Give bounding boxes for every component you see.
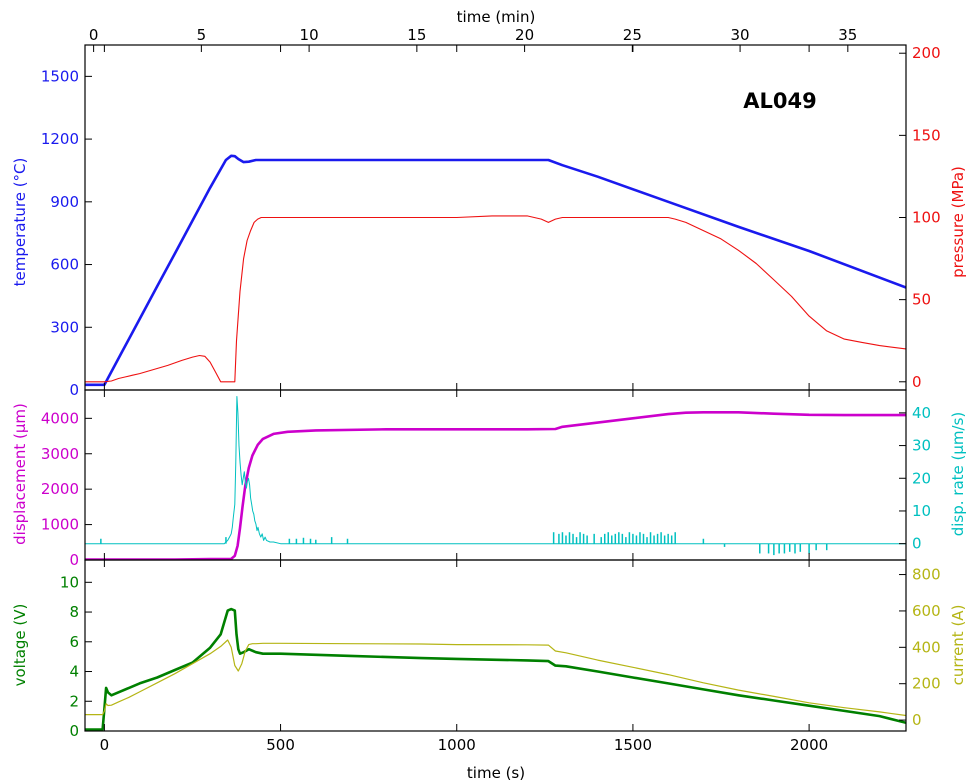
disp-rate-m-s-tick-label-0: 0 [912,535,922,553]
voltage-v-tick-label-2: 2 [69,692,79,710]
time-s-tick-label-0: 0 [100,736,110,754]
temperature-c-tick-label-1500: 1500 [41,67,79,85]
time-min-tick-label-0: 0 [89,26,99,44]
voltage-v-tick-label-6: 6 [69,633,79,651]
temperature-pressure-series-0-line [85,154,906,387]
time-s-tick-label-1000: 1000 [438,736,476,754]
voltage-current-panel-frame [84,559,907,732]
temperature-c-tick-label-600: 600 [50,256,79,274]
temperature-c-tick-label-0: 0 [69,381,79,399]
pressure-mpa-tick-label-100: 100 [912,209,941,227]
displacement-rate-series-0-line [85,410,906,560]
voltage-v-tick-label-4: 4 [69,663,79,681]
temperature-pressure-series-1-line [85,215,906,383]
pressure-mpa-tick-label-150: 150 [912,126,941,144]
displacement-m-tick-label-1000: 1000 [41,516,79,534]
time-min-tick-label-5: 5 [197,26,207,44]
time-s-tick-label-1500: 1500 [614,736,652,754]
time-min-tick-label-25: 25 [623,26,642,44]
temperature-c-tick-label-300: 300 [50,318,79,336]
temperature-axis-title: temperature (°C) [11,158,29,287]
displacement-axis-title: displacement (μm) [11,403,29,545]
chart-id-label: AL049 [743,89,816,113]
current-a-tick-label-200: 200 [912,675,941,693]
pressure-axis-title: pressure (MPa) [949,166,967,278]
disp-rate-m-s-tick-label-30: 30 [912,437,931,455]
voltage-current-series-1-line [85,639,906,717]
disp-rate-m-s-tick-label-20: 20 [912,469,931,487]
voltage-v-tick-label-8: 8 [69,603,79,621]
voltage-axis-title: voltage (V) [11,604,29,687]
time-min-tick-label-15: 15 [407,26,426,44]
current-a-tick-label-400: 400 [912,638,941,656]
pressure-mpa-tick-label-200: 200 [912,44,941,62]
current-a-tick-label-0: 0 [912,711,922,729]
plot-layer: 0300600900120015000501001502000100020003… [41,26,941,754]
time-min-tick-label-35: 35 [838,26,857,44]
pressure-mpa-tick-label-0: 0 [912,373,922,391]
voltage-v-tick-label-0: 0 [69,722,79,740]
time-s-tick-label-500: 500 [266,736,295,754]
displacement-rate-series-1-line [85,396,906,545]
temperature-c-tick-label-1200: 1200 [41,130,79,148]
temperature-c-tick-label-900: 900 [50,193,79,211]
current-a-tick-label-600: 600 [912,602,941,620]
voltage-v-tick-label-10: 10 [60,573,79,591]
displacement-m-tick-label-3000: 3000 [41,445,79,463]
time-min-tick-label-10: 10 [300,26,319,44]
time-min-tick-label-20: 20 [515,26,534,44]
disp-rate-m-s-tick-label-10: 10 [912,502,931,520]
displacement-rate-panel-frame [84,389,907,561]
pressure-mpa-tick-label-50: 50 [912,291,931,309]
top-axis-title: time (min) [457,8,536,26]
displacement-m-tick-label-0: 0 [69,551,79,569]
disp-rate-m-s-tick-label-40: 40 [912,404,931,422]
current-axis-title: current (A) [949,605,967,686]
time-s-tick-label-2000: 2000 [790,736,828,754]
disp-rate-axis-title: disp. rate (μm/s) [949,412,967,537]
displacement-m-tick-label-2000: 2000 [41,480,79,498]
time-min-tick-label-30: 30 [731,26,750,44]
voltage-current-series-0-line [85,607,906,731]
bottom-axis-title: time (s) [467,764,525,782]
displacement-m-tick-label-4000: 4000 [41,409,79,427]
current-a-tick-label-800: 800 [912,566,941,584]
